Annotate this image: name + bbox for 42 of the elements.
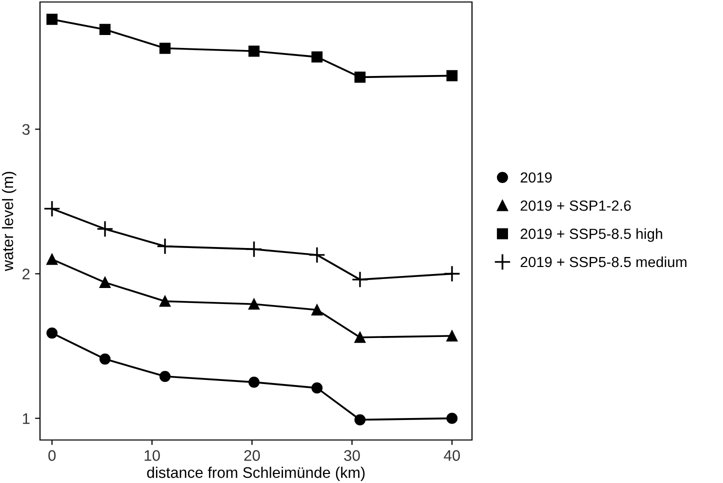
- point: [46, 254, 58, 265]
- legend-label: 2019 + SSP1-2.6: [520, 200, 631, 211]
- point: [444, 265, 460, 282]
- point: [446, 412, 458, 424]
- point: [311, 304, 323, 316]
- legend-label: 2019 + SSP5-8.5 medium: [520, 256, 686, 268]
- point: [159, 370, 171, 382]
- x-tick-label: 40: [444, 450, 460, 461]
- point: [446, 70, 458, 82]
- point: [308, 246, 326, 264]
- x-axis-title: distance from Schleimünde (km): [147, 466, 365, 481]
- x-tick-label: 10: [144, 450, 160, 461]
- point: [159, 42, 171, 54]
- point: [352, 271, 368, 288]
- legend-label: 2019 + SSP5-8.5 high: [520, 228, 662, 242]
- y-axis-title: water level (m): [2, 172, 16, 272]
- y-tick-label: 3: [22, 124, 30, 135]
- point: [156, 238, 174, 255]
- y-tick-label: 2: [22, 268, 30, 280]
- point: [99, 24, 111, 36]
- point: [354, 332, 366, 343]
- x-tick-label: 20: [244, 450, 260, 461]
- point: [354, 414, 366, 426]
- x-tick-label: 0: [48, 450, 56, 461]
- point: [311, 382, 323, 394]
- point: [354, 72, 366, 83]
- point: [99, 353, 111, 365]
- point: [246, 240, 262, 258]
- point: [46, 327, 58, 339]
- point: [96, 220, 114, 238]
- point: [44, 200, 60, 218]
- point: [159, 296, 171, 307]
- point: [311, 51, 323, 62]
- x-tick-label: 30: [344, 450, 360, 461]
- y-tick-label: 1: [22, 413, 30, 424]
- point: [46, 14, 58, 25]
- legend-label: 2019: [520, 172, 552, 183]
- point: [248, 46, 260, 57]
- point: [446, 330, 458, 342]
- point: [248, 298, 260, 310]
- point: [99, 276, 111, 288]
- point: [248, 376, 260, 388]
